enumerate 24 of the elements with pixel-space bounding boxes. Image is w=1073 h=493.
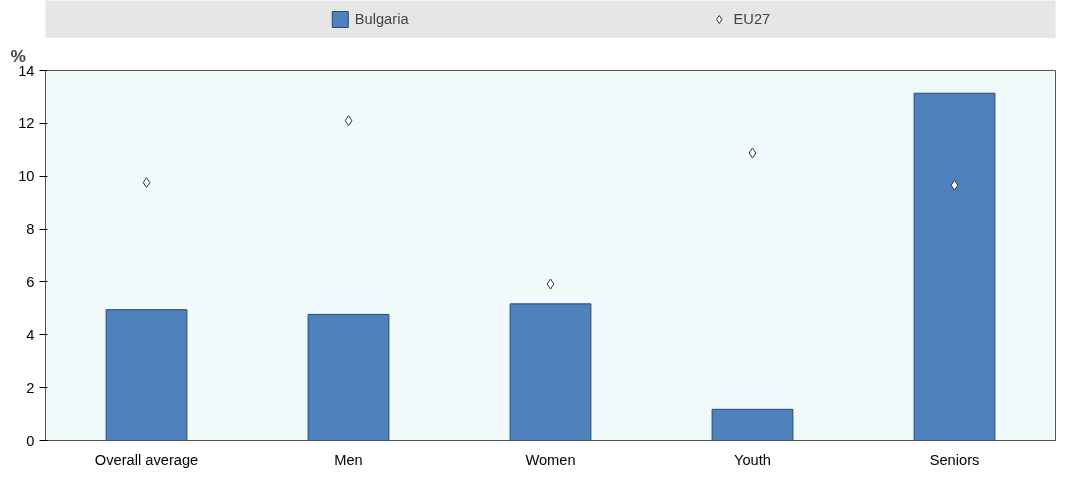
- y-tick-label: 2: [26, 379, 35, 396]
- bar: [105, 309, 188, 441]
- bar: [307, 313, 390, 441]
- x-tick-label: Men: [334, 451, 363, 468]
- x-tick-label: Women: [525, 451, 576, 468]
- point: [142, 177, 151, 189]
- y-tick-label: 10: [18, 168, 35, 185]
- legend-label: EU27: [733, 11, 771, 27]
- bar: [509, 303, 592, 441]
- y-tick-label: 6: [26, 273, 35, 290]
- point: [950, 179, 959, 191]
- point: [546, 278, 555, 290]
- x-tick-label: Seniors: [929, 451, 980, 468]
- y-tick-label: 4: [26, 326, 35, 343]
- y-tick-label: 0: [26, 432, 35, 449]
- bar: [711, 408, 794, 441]
- bar: [913, 92, 996, 441]
- point: [344, 115, 353, 127]
- y-tick-label: 8: [26, 221, 35, 238]
- y-tick-label: 12: [18, 115, 35, 132]
- point: [748, 147, 757, 159]
- x-tick-label: Overall average: [94, 451, 199, 468]
- legend-label: Bulgaria: [354, 11, 409, 27]
- x-tick-label: Youth: [734, 451, 771, 468]
